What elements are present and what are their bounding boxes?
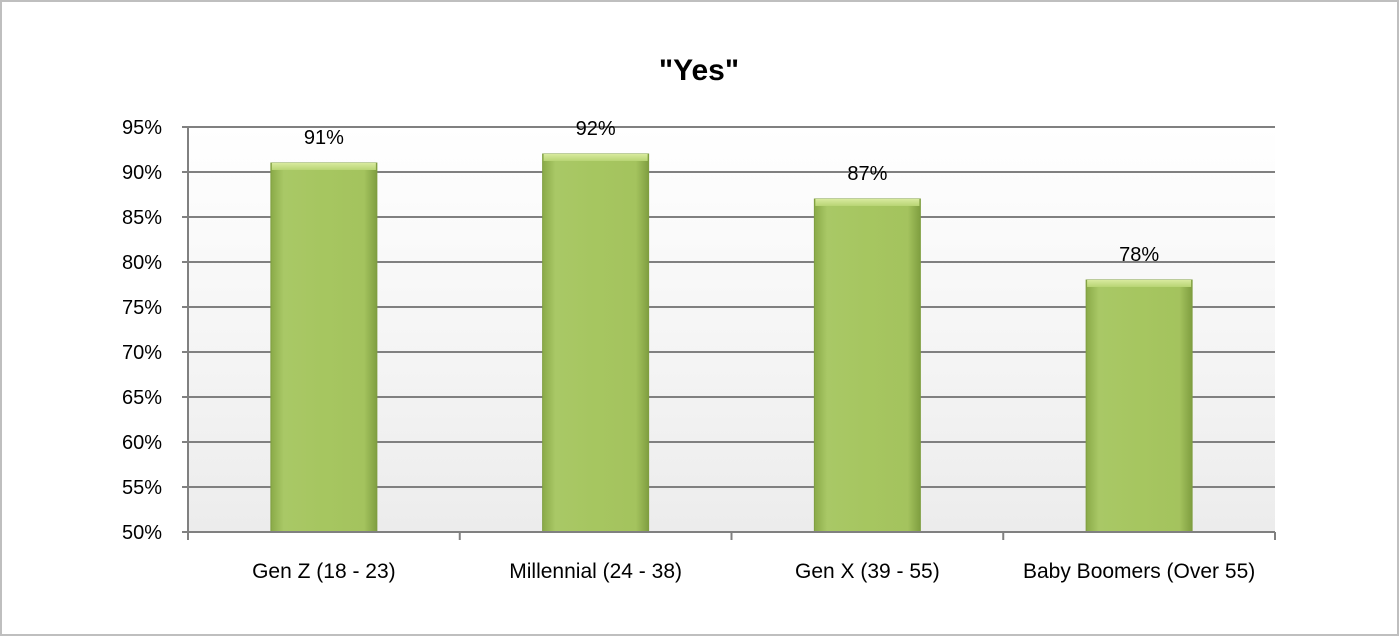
x-tick-label: Baby Boomers (Over 55) [1023,560,1255,583]
y-tick-label: 50% [122,522,162,544]
bar [542,153,650,533]
y-tick-label: 85% [122,207,162,229]
bar [270,162,378,533]
chart-title: "Yes" [659,54,739,87]
bar [1085,279,1193,533]
x-tick-label: Gen Z (18 - 23) [252,560,396,583]
bar [813,198,921,533]
y-tick-label: 60% [122,432,162,454]
y-tick-label: 80% [122,252,162,274]
y-tick-label: 90% [122,162,162,184]
bar-top-highlight [271,163,376,170]
bar-top-highlight [1087,280,1192,287]
x-tick-label: Millennial (24 - 38) [509,560,682,583]
y-tick-label: 75% [122,297,162,319]
y-tick-label: 95% [122,117,162,139]
data-label: 87% [847,163,887,185]
plot-area: 50% 55% 60% 65% 70% 75% 80% 85% 90% 95% 91% Gen Z (… [122,117,1276,583]
y-tick-label: 55% [122,477,162,499]
y-tick-label: 65% [122,387,162,409]
bar-top-highlight [543,154,648,161]
y-tick-label: 70% [122,342,162,364]
data-label: 91% [304,127,344,149]
data-label: 92% [576,118,616,140]
bar-top-highlight [815,199,920,206]
data-label: 78% [1119,244,1159,266]
x-tick-label: Gen X (39 - 55) [795,560,940,583]
